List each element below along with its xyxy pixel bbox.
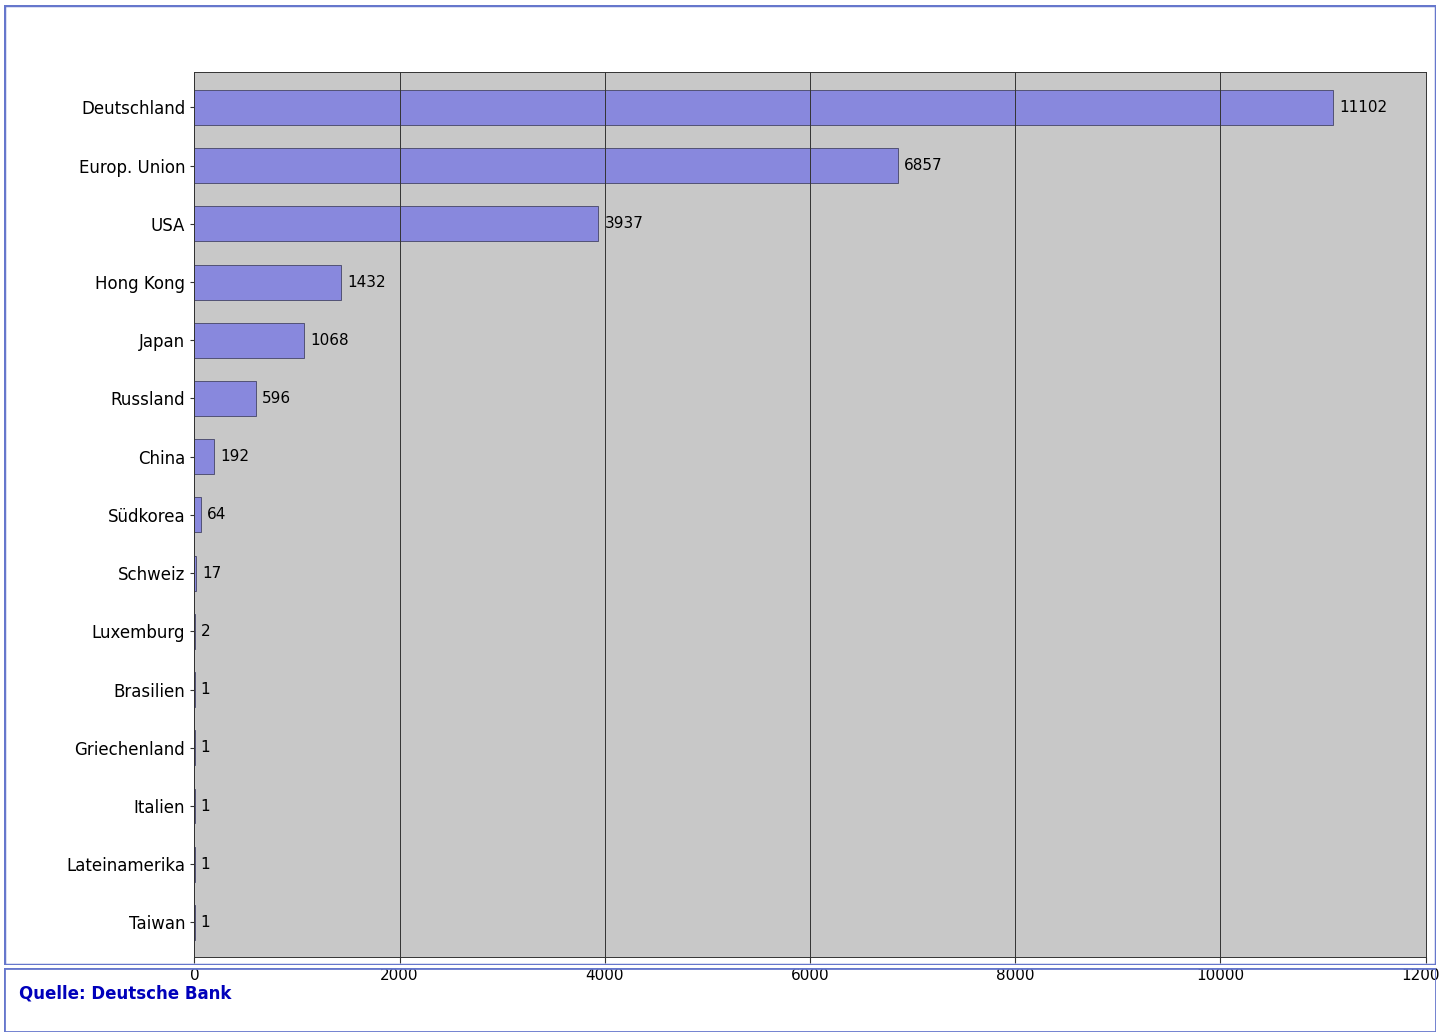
Text: 1: 1 (200, 682, 210, 697)
Bar (194, 439, 215, 474)
Bar (194, 148, 899, 183)
Text: 596: 596 (262, 391, 291, 406)
Text: 1: 1 (200, 799, 210, 814)
Bar (194, 265, 341, 299)
Text: 192: 192 (220, 449, 249, 464)
Text: 2: 2 (200, 624, 210, 639)
Text: 1: 1 (200, 740, 210, 756)
Text: 17: 17 (202, 566, 222, 581)
Text: Quelle: Deutsche Bank: Quelle: Deutsche Bank (19, 984, 230, 1002)
Bar (194, 323, 304, 358)
Text: Grafik 3: Anzahl der Discount-Zertifikate mit Basiswerten im Indexbereich (Anzah: Grafik 3: Anzahl der Discount-Zertifikat… (19, 28, 998, 49)
Text: 1432: 1432 (347, 274, 386, 290)
Text: 1: 1 (200, 857, 210, 871)
Bar (194, 498, 202, 532)
Bar (194, 556, 196, 591)
Text: 64: 64 (207, 507, 226, 523)
Text: 3937: 3937 (605, 216, 644, 231)
Text: 1: 1 (200, 915, 210, 929)
Bar (194, 90, 1333, 125)
Bar (194, 206, 599, 241)
Text: 11102: 11102 (1339, 100, 1388, 115)
Bar (194, 381, 255, 416)
Text: 6857: 6857 (904, 158, 943, 173)
Text: 1068: 1068 (310, 333, 348, 348)
